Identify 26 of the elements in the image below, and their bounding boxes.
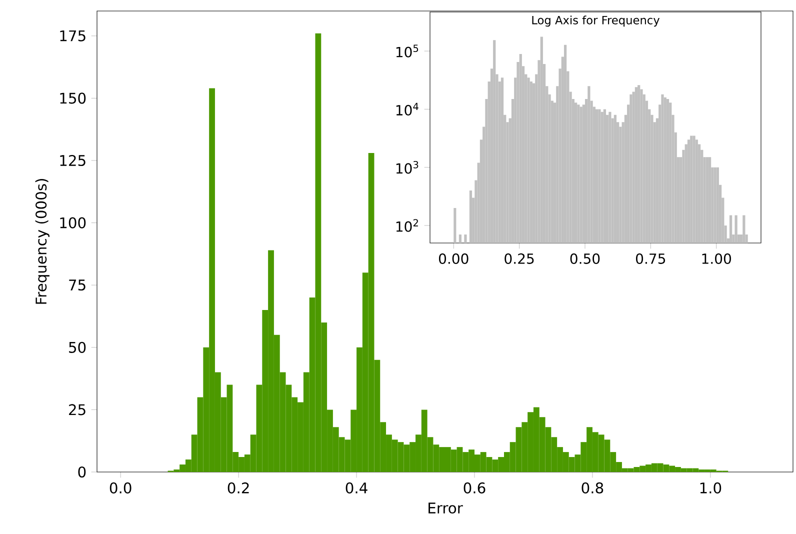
y-tick-label: 150 [60, 92, 86, 104]
y-axis-title: Frequency (000s) [35, 179, 50, 304]
x-tick-label: 0.50 [570, 253, 600, 264]
y-tick-label: 100 [60, 217, 86, 228]
y-tick-label: 10$^{5}$ [396, 44, 418, 58]
y-tick-label: 125 [60, 154, 86, 166]
y-tick-label: 25 [69, 404, 86, 416]
x-tick-label: 0.0 [110, 482, 132, 494]
y-tick-label: 10$^{2}$ [396, 219, 418, 232]
y-tick-label: 50 [69, 342, 86, 353]
x-tick-label: 1.0 [700, 482, 722, 494]
x-axis-title: Error [428, 502, 463, 514]
x-tick-label: 1.00 [702, 253, 731, 264]
x-tick-label: 0.4 [346, 482, 368, 494]
y-tick-label: 0 [78, 466, 86, 478]
y-tick-label: 10$^{3}$ [396, 160, 418, 174]
chart-title: Log Axis for Frequency [532, 16, 660, 27]
y-tick-label: 175 [60, 30, 86, 42]
y-tick-label: 10$^{4}$ [396, 102, 418, 116]
x-tick-label: 0.00 [438, 253, 468, 264]
x-tick-label: 0.8 [582, 482, 604, 494]
x-tick-label: 0.6 [464, 482, 486, 494]
y-tick-label: 75 [69, 280, 86, 291]
x-tick-label: 0.2 [228, 482, 249, 494]
x-tick-label: 0.75 [636, 253, 666, 264]
x-tick-label: 0.25 [504, 253, 534, 264]
